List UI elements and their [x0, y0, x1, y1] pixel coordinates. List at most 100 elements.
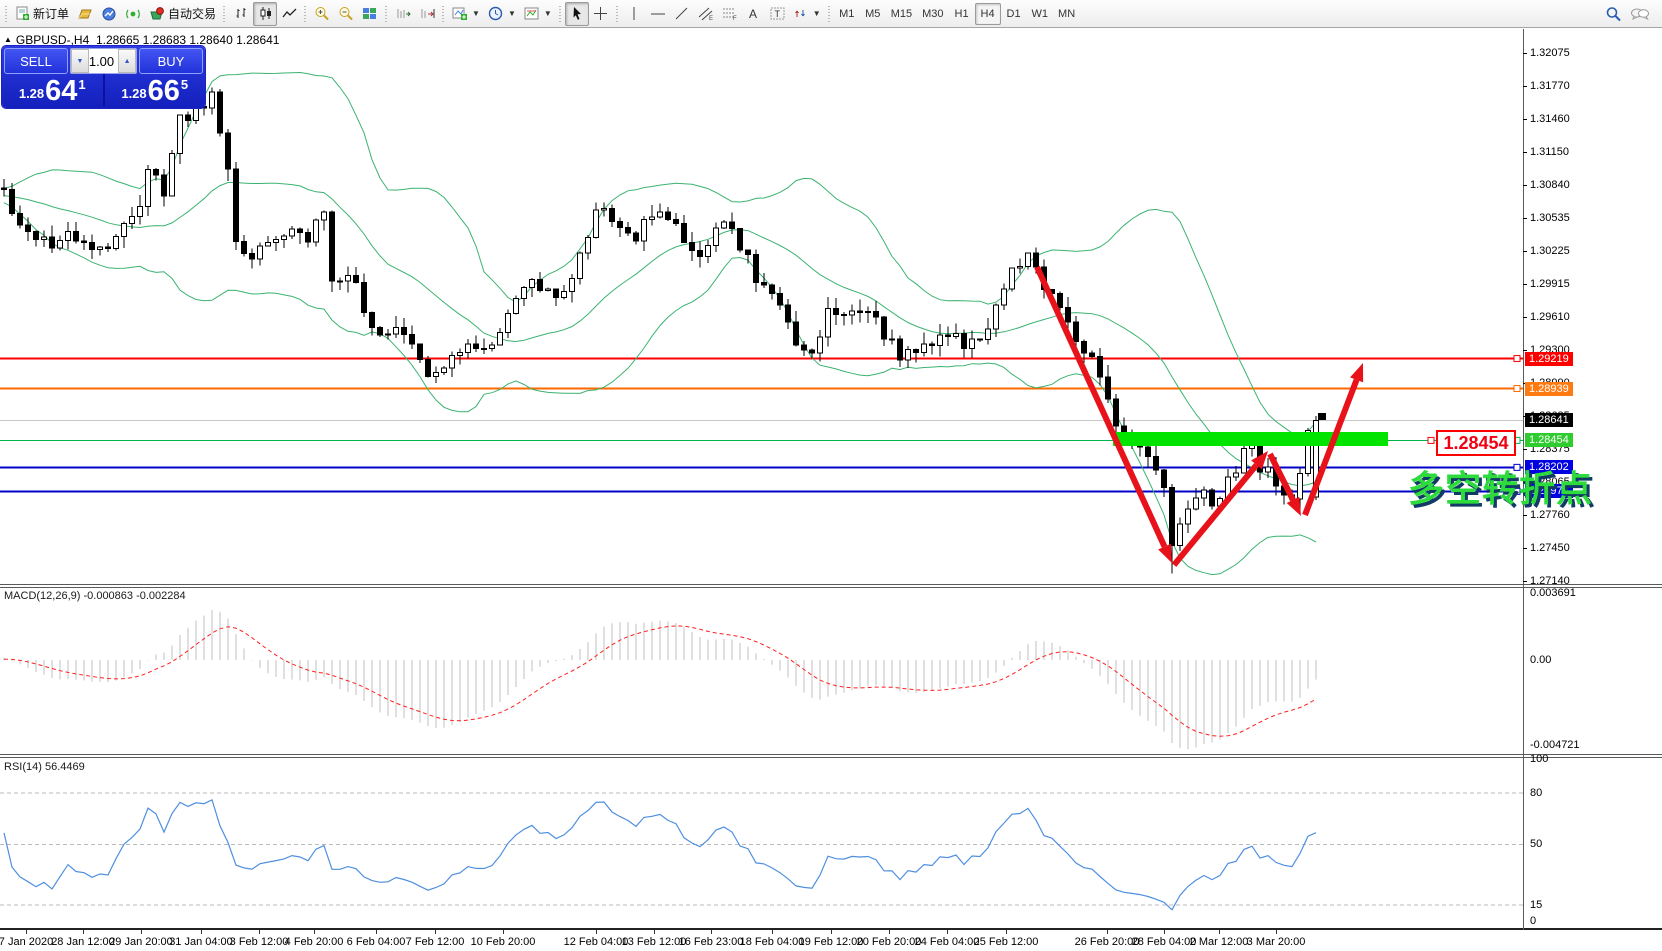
bar-chart-mode-button[interactable]	[229, 2, 253, 26]
quote-ohlc: 1.28665 1.28683 1.28640 1.28641	[95, 33, 280, 47]
timeframe-button-m1[interactable]: M1	[839, 7, 855, 20]
price-tickmark	[1523, 317, 1527, 318]
volume-increase-button[interactable]: ▲	[118, 49, 136, 73]
text-label-tool-button[interactable]: T	[766, 2, 790, 26]
toolbar-grip[interactable]	[614, 3, 620, 24]
vertical-line-tool-button[interactable]	[622, 2, 646, 26]
text-label-icon: T	[770, 7, 785, 20]
timeframe-button-h4[interactable]: H4	[974, 2, 1001, 25]
price-tick-label: 1.30225	[1530, 245, 1570, 257]
new-order-icon	[16, 6, 29, 20]
candlestick-mode-button[interactable]	[253, 1, 278, 26]
timeframe-button-m30[interactable]: M30	[922, 7, 944, 20]
toolbar-grip[interactable]	[557, 3, 563, 24]
buy-price[interactable]: 1.28 66 5	[105, 74, 206, 106]
panel-separator[interactable]	[0, 757, 1662, 758]
time-tickmark	[503, 930, 504, 934]
time-label: 7 Jan 2020	[0, 936, 54, 948]
zoom-in-button[interactable]	[310, 2, 334, 26]
auto-scroll-button[interactable]	[391, 2, 415, 26]
profile-button[interactable]	[73, 2, 97, 26]
text-icon: A	[749, 7, 757, 21]
panel-separator[interactable]	[0, 584, 1662, 585]
timeframe-button-d1[interactable]: D1	[1006, 7, 1021, 20]
cursor-tool-button[interactable]	[564, 1, 589, 26]
panel-separator[interactable]	[0, 754, 1662, 755]
time-tickmark	[1276, 930, 1277, 934]
price-tickmark	[1523, 284, 1527, 285]
arrows-tool-button[interactable]: ▼	[790, 2, 825, 26]
price-tickmark	[1523, 251, 1527, 252]
time-label: 3 Feb 12:00	[229, 936, 289, 948]
rsi-value: 56.4469	[44, 761, 85, 773]
zoom-out-button[interactable]	[334, 2, 358, 26]
timeframe-button-m15[interactable]: M15	[890, 7, 913, 20]
price-tick-label: 1.32075	[1530, 47, 1570, 59]
search-button[interactable]	[1601, 2, 1626, 26]
time-label: 18 Feb 04:00	[739, 936, 805, 948]
volume-input[interactable]: 1.00	[88, 53, 115, 69]
chart-shift-button[interactable]	[415, 2, 439, 26]
timeframe-button-h1[interactable]: H1	[954, 7, 969, 20]
chat-bubbles-icon	[1631, 8, 1649, 20]
toolbar: 新订单 自动交易	[0, 0, 1662, 28]
crosshair-tool-button[interactable]	[589, 2, 613, 26]
sell-price-sup: 1	[78, 77, 86, 92]
line-chart-mode-button[interactable]	[277, 2, 301, 26]
time-label: 7 Feb 12:00	[405, 936, 465, 948]
toolbar-grip[interactable]	[826, 3, 832, 24]
toolbar-grip[interactable]	[222, 3, 228, 24]
toolbar-grip[interactable]	[384, 3, 390, 24]
time-tickmark	[889, 930, 890, 934]
price-tickmark	[1523, 350, 1527, 351]
fibonacci-tool-button[interactable]: F	[718, 2, 742, 26]
buy-button[interactable]: BUY	[139, 48, 203, 74]
volume-decrease-button[interactable]: ▼	[71, 49, 89, 73]
indicator-axis-label: 15	[1530, 899, 1543, 911]
time-tickmark	[314, 930, 315, 934]
toolbar-grip[interactable]	[303, 3, 309, 24]
new-order-button[interactable]: 新订单	[11, 2, 73, 26]
price-tickmark	[1523, 86, 1527, 87]
text-tool-button[interactable]: A	[742, 2, 766, 26]
templates-button[interactable]: ▼	[520, 2, 556, 26]
strategy-signal-button[interactable]	[121, 2, 145, 26]
sell-button[interactable]: SELL	[4, 48, 68, 74]
toolbar-grip[interactable]	[4, 3, 9, 24]
indicators-button[interactable]: ▼	[448, 2, 484, 26]
time-label: 16 Feb 23:00	[678, 936, 744, 948]
timeframe-button-mn[interactable]: MN	[1058, 7, 1076, 20]
symbol-period: GBPUSD-,H4	[15, 33, 90, 47]
svg-text:F: F	[733, 16, 737, 21]
auto-trading-button[interactable]: 自动交易	[145, 2, 220, 26]
time-tickmark	[711, 930, 712, 934]
indicator-axis-label: 80	[1530, 787, 1543, 799]
timeframe-button-w1[interactable]: W1	[1031, 7, 1049, 20]
price-tickmark	[1523, 185, 1527, 186]
indicator-axis-label: 0.00	[1530, 654, 1552, 666]
price-level-tag: 1.27978	[1525, 484, 1573, 498]
time-label: 24 Feb 04:00	[914, 936, 980, 948]
horizontal-line-tool-button[interactable]	[646, 2, 670, 26]
timeframe-button-m5[interactable]: M5	[865, 7, 881, 20]
sell-price[interactable]: 1.28 64 1	[2, 74, 105, 106]
rsi-label: RSI(14) 56.4469	[4, 761, 85, 773]
toolbar-grip[interactable]	[441, 3, 447, 24]
horizontal-line-icon	[650, 13, 665, 15]
panel-separator[interactable]	[0, 587, 1662, 588]
price-tickmark	[1523, 482, 1527, 483]
tile-windows-button[interactable]	[358, 2, 382, 26]
market-watch-button[interactable]	[97, 2, 121, 26]
price-level-tag: 1.28454	[1525, 433, 1573, 447]
profile-icon	[78, 9, 92, 19]
channel-tool-button[interactable]: E	[694, 2, 718, 26]
community-chat-button[interactable]	[1626, 2, 1654, 26]
time-tickmark	[1107, 930, 1108, 934]
periods-button[interactable]: ▼	[484, 2, 520, 26]
trendline-tool-button[interactable]	[670, 2, 694, 26]
collapse-arrow-icon[interactable]: ▲	[4, 35, 12, 44]
price-tickmark	[1523, 152, 1527, 153]
reversal-point-note[interactable]: 多空转折点	[1408, 468, 1594, 509]
price-alert-label[interactable]: 1.28454	[1436, 430, 1516, 456]
